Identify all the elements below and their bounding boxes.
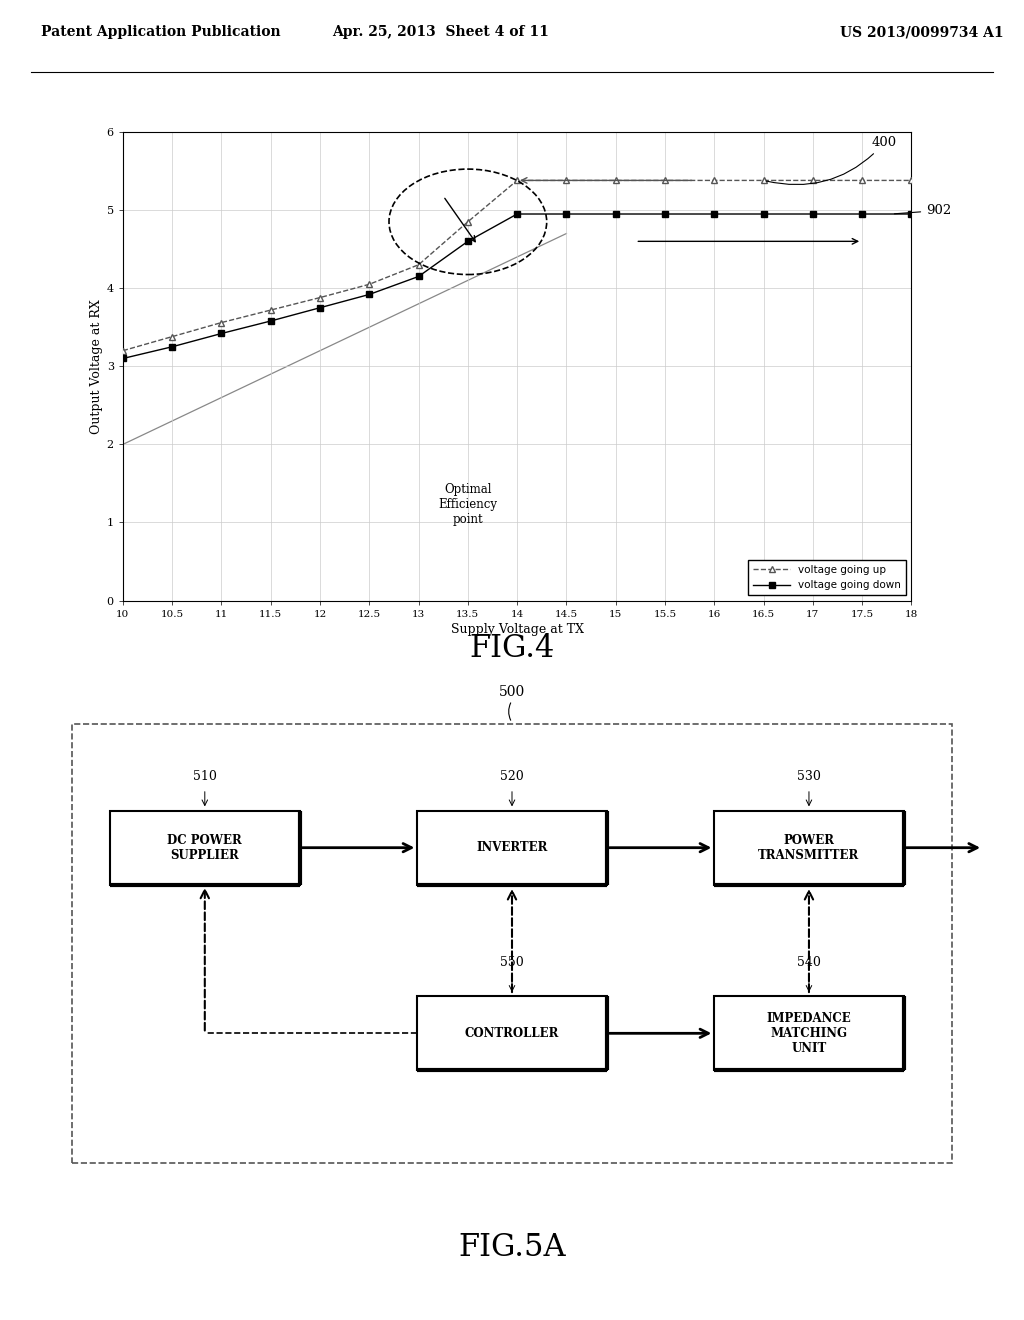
Line: voltage going up: voltage going up: [120, 177, 914, 354]
voltage going down: [462, 234, 474, 249]
Y-axis label: Output Voltage at RX: Output Voltage at RX: [89, 298, 102, 434]
voltage going down: [609, 206, 622, 222]
voltage going down: [364, 286, 376, 302]
voltage going up: [215, 314, 227, 330]
voltage going up: [856, 173, 868, 189]
Text: 540: 540: [797, 956, 821, 969]
voltage going down: [511, 206, 523, 222]
Text: POWER
TRANSMITTER: POWER TRANSMITTER: [759, 834, 859, 862]
Text: INVERTER: INVERTER: [476, 841, 548, 854]
voltage going down: [758, 206, 770, 222]
voltage going up: [807, 173, 819, 189]
voltage going up: [609, 173, 622, 189]
FancyBboxPatch shape: [418, 997, 607, 1071]
Line: voltage going down: voltage going down: [120, 210, 914, 362]
voltage going down: [166, 339, 178, 355]
voltage going up: [462, 214, 474, 230]
voltage going down: [807, 206, 819, 222]
X-axis label: Supply Voltage at TX: Supply Voltage at TX: [451, 623, 584, 636]
voltage going down: [264, 313, 276, 329]
Text: IMPEDANCE
MATCHING
UNIT: IMPEDANCE MATCHING UNIT: [767, 1012, 851, 1055]
FancyBboxPatch shape: [72, 723, 952, 1163]
Text: Apr. 25, 2013  Sheet 4 of 11: Apr. 25, 2013 Sheet 4 of 11: [332, 25, 549, 40]
Text: US 2013/0099734 A1: US 2013/0099734 A1: [840, 25, 1004, 40]
voltage going down: [856, 206, 868, 222]
Text: FIG.4: FIG.4: [469, 632, 555, 664]
Text: Patent Application Publication: Patent Application Publication: [41, 25, 281, 40]
Text: FIG.5A: FIG.5A: [458, 1232, 566, 1263]
FancyBboxPatch shape: [715, 810, 904, 884]
voltage going down: [709, 206, 721, 222]
FancyBboxPatch shape: [111, 810, 299, 884]
Text: 520: 520: [500, 770, 524, 783]
voltage going up: [560, 173, 572, 189]
voltage going down: [905, 206, 918, 222]
Text: 500: 500: [499, 685, 525, 700]
Text: 400: 400: [766, 136, 897, 185]
Text: Optimal
Efficiency
point: Optimal Efficiency point: [438, 483, 498, 527]
Text: DC POWER
SUPPLIER: DC POWER SUPPLIER: [168, 834, 242, 862]
Text: 530: 530: [797, 770, 821, 783]
voltage going up: [117, 343, 129, 359]
voltage going down: [215, 326, 227, 342]
voltage going up: [264, 302, 276, 318]
voltage going up: [758, 173, 770, 189]
voltage going up: [905, 173, 918, 189]
voltage going down: [313, 300, 326, 315]
Text: CONTROLLER: CONTROLLER: [465, 1027, 559, 1040]
voltage going up: [313, 289, 326, 305]
voltage going up: [413, 257, 425, 273]
Text: 510: 510: [193, 770, 217, 783]
voltage going up: [511, 173, 523, 189]
voltage going up: [709, 173, 721, 189]
Text: 550: 550: [500, 956, 524, 969]
voltage going down: [658, 206, 671, 222]
voltage going up: [166, 329, 178, 345]
voltage going up: [658, 173, 671, 189]
voltage going down: [413, 268, 425, 284]
Text: 902: 902: [894, 205, 951, 216]
voltage going down: [117, 351, 129, 367]
voltage going down: [560, 206, 572, 222]
Legend: voltage going up, voltage going down: voltage going up, voltage going down: [749, 560, 906, 595]
voltage going up: [364, 276, 376, 292]
FancyBboxPatch shape: [418, 810, 607, 884]
FancyBboxPatch shape: [715, 997, 904, 1071]
